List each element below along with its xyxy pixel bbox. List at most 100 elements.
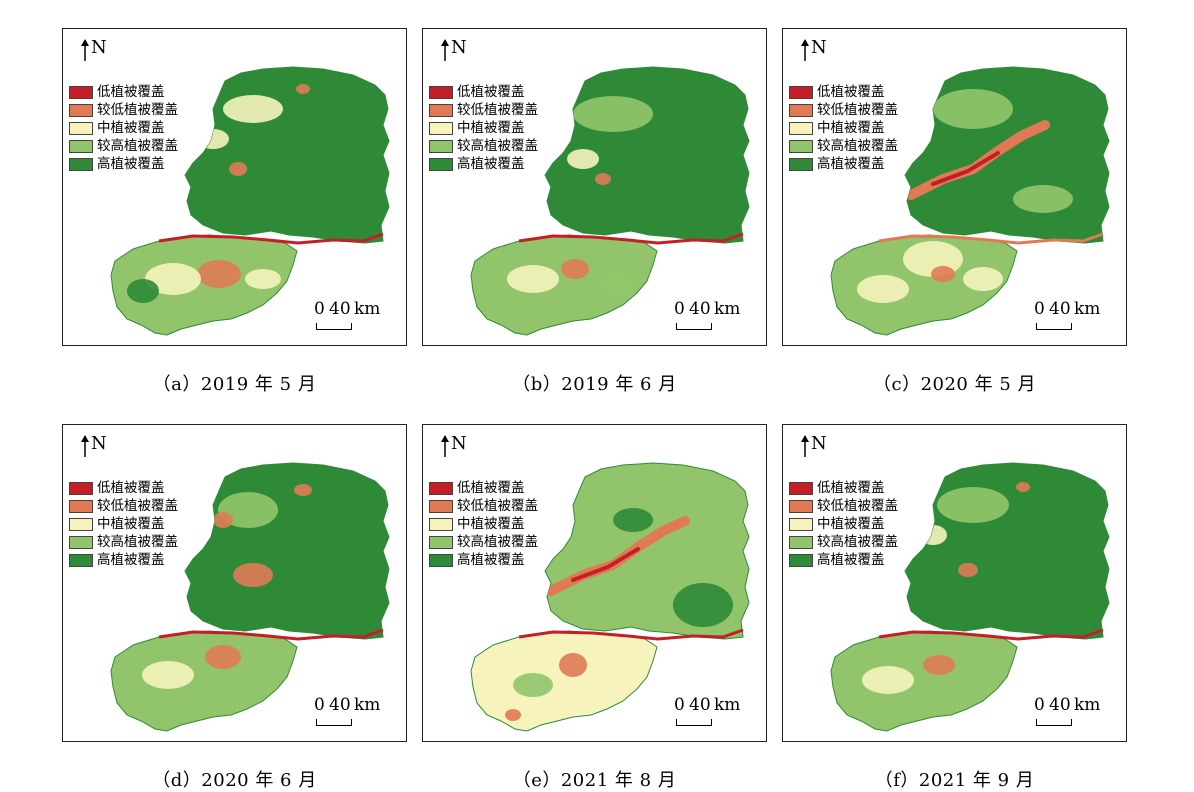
north-arrow: N <box>801 435 827 457</box>
scale-zero: 0 <box>314 299 325 319</box>
vegetation-map <box>830 462 1110 732</box>
north-label: N <box>811 433 827 454</box>
cover-patch <box>561 259 589 279</box>
river-line <box>518 232 744 245</box>
river-line <box>158 628 384 641</box>
cover-patch <box>923 655 955 675</box>
legend: 低植被覆盖 较低植被覆盖 中植被覆盖 较高植被覆盖 高植被覆盖 <box>69 83 178 173</box>
legend-item: 低植被覆盖 <box>429 479 538 497</box>
map-panel: N 低植被覆盖 较低植被覆盖 中植被覆盖 较高植被覆盖 高植被覆盖 0 40 k… <box>422 28 767 346</box>
cover-patch <box>931 266 955 282</box>
legend-swatch <box>789 139 813 153</box>
legend: 低植被覆盖 较低植被覆盖 中植被覆盖 较高植被覆盖 高植被覆盖 <box>429 479 538 569</box>
legend-item: 较高植被覆盖 <box>429 137 538 155</box>
legend-label: 低植被覆盖 <box>457 480 525 496</box>
legend-item: 高植被覆盖 <box>69 551 178 569</box>
cover-patch <box>245 269 281 289</box>
scale-value: 40 <box>689 695 711 715</box>
river-line <box>158 232 384 245</box>
cover-patch <box>963 267 1003 291</box>
scale-line <box>1036 323 1072 330</box>
cover-patch <box>127 279 159 303</box>
legend-label: 较高植被覆盖 <box>817 534 898 550</box>
scale-line <box>316 719 352 726</box>
legend-swatch <box>69 85 93 99</box>
scale-unit: km <box>354 695 381 715</box>
map-panel: N 低植被覆盖 较低植被覆盖 中植被覆盖 较高植被覆盖 高植被覆盖 0 40 k… <box>422 424 767 742</box>
cover-patch <box>857 275 909 303</box>
north-label: N <box>451 37 467 58</box>
scale-line <box>316 323 352 330</box>
legend-swatch <box>69 553 93 567</box>
legend-label: 中植被覆盖 <box>97 516 165 532</box>
cover-patch <box>958 563 978 577</box>
cover-patch <box>1013 185 1073 213</box>
scale-value: 40 <box>1049 695 1071 715</box>
legend-item: 较低植被覆盖 <box>69 101 178 119</box>
legend-swatch <box>789 481 813 495</box>
map-panel: N 低植被覆盖 较低植被覆盖 中植被覆盖 较高植被覆盖 高植被覆盖 0 40 k… <box>782 424 1127 742</box>
cover-patch <box>507 265 559 293</box>
legend-swatch <box>69 499 93 513</box>
legend-label: 低植被覆盖 <box>817 480 885 496</box>
cover-patch <box>573 96 653 132</box>
cover-patch <box>142 661 194 689</box>
legend-swatch <box>789 85 813 99</box>
scale-bar: 0 40 km <box>314 299 394 333</box>
vegetation-map <box>110 66 390 336</box>
legend-item: 中植被覆盖 <box>69 119 178 137</box>
scale-line <box>676 323 712 330</box>
legend: 低植被覆盖 较低植被覆盖 中植被覆盖 较高植被覆盖 高植被覆盖 <box>69 479 178 569</box>
legend-item: 低植被覆盖 <box>69 83 178 101</box>
legend-label: 高植被覆盖 <box>97 156 165 172</box>
scale-bar: 0 40 km <box>1034 299 1114 333</box>
legend-swatch <box>429 553 453 567</box>
legend-swatch <box>69 481 93 495</box>
cover-patch <box>595 173 611 185</box>
legend-swatch <box>69 121 93 135</box>
cover-patch <box>567 149 599 169</box>
scale-unit: km <box>714 299 741 319</box>
cover-patch <box>197 260 241 288</box>
vegetation-map <box>830 66 1110 336</box>
north-region <box>184 462 390 640</box>
legend-label: 较高植被覆盖 <box>457 138 538 154</box>
scale-unit: km <box>714 695 741 715</box>
vegetation-map <box>470 462 750 732</box>
legend-swatch <box>789 553 813 567</box>
scale-bar: 0 40 km <box>1034 695 1114 729</box>
legend-label: 低植被覆盖 <box>457 84 525 100</box>
legend-swatch <box>429 103 453 117</box>
cover-patch <box>145 263 201 295</box>
legend-item: 较低植被覆盖 <box>429 101 538 119</box>
legend-label: 高植被覆盖 <box>457 156 525 172</box>
legend-item: 低植被覆盖 <box>429 83 538 101</box>
panel-caption: （c）2020 年 5 月 <box>872 374 1036 395</box>
north-arrow: N <box>441 435 467 457</box>
scale-bar: 0 40 km <box>314 695 394 729</box>
legend-label: 低植被覆盖 <box>817 84 885 100</box>
north-label: N <box>91 37 107 58</box>
legend-swatch <box>429 535 453 549</box>
legend-label: 高植被覆盖 <box>457 552 525 568</box>
scale-value: 40 <box>689 299 711 319</box>
legend-label: 较高植被覆盖 <box>457 534 538 550</box>
legend-item: 较高植被覆盖 <box>429 533 538 551</box>
legend: 低植被覆盖 较低植被覆盖 中植被覆盖 较高植被覆盖 高植被覆盖 <box>789 479 898 569</box>
legend-swatch <box>789 103 813 117</box>
legend-label: 较低植被覆盖 <box>457 498 538 514</box>
legend-swatch <box>429 157 453 171</box>
map-panel: N 低植被覆盖 较低植被覆盖 中植被覆盖 较高植被覆盖 高植被覆盖 0 40 k… <box>782 28 1127 346</box>
cover-patch <box>213 512 233 528</box>
legend-item: 较低植被覆盖 <box>429 497 538 515</box>
legend: 低植被覆盖 较低植被覆盖 中植被覆盖 较高植被覆盖 高植被覆盖 <box>789 83 898 173</box>
cover-patch <box>937 487 1009 523</box>
scale-value: 40 <box>329 299 351 319</box>
legend-label: 中植被覆盖 <box>457 120 525 136</box>
legend-item: 高植被覆盖 <box>69 155 178 173</box>
legend-item: 较低植被覆盖 <box>69 497 178 515</box>
north-arrow: N <box>81 435 107 457</box>
south-region <box>110 630 298 732</box>
south-region <box>830 630 1018 732</box>
legend-label: 较低植被覆盖 <box>457 102 538 118</box>
